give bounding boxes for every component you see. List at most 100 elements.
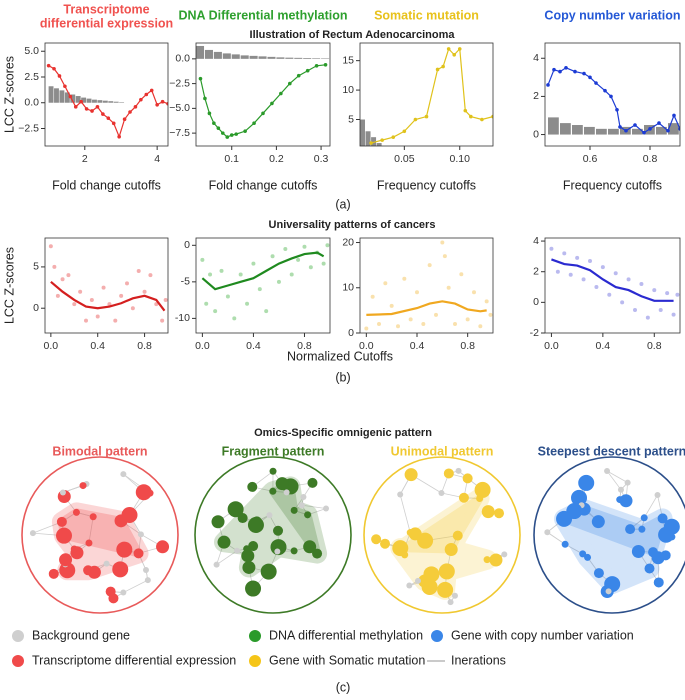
- x-tick-label: 2: [82, 153, 88, 165]
- omics-gene: [619, 494, 633, 508]
- y-tick-label: -5: [181, 276, 190, 288]
- plot-area: [48, 244, 168, 323]
- point: [434, 312, 438, 317]
- x-tick-label: 0.05: [394, 153, 415, 165]
- point: [639, 281, 644, 286]
- x-tick-label: 0.8: [137, 340, 152, 352]
- y-tick-label: 15: [342, 54, 354, 66]
- omics-gene: [247, 517, 264, 534]
- legend-label: Gene with copy number variation: [451, 628, 634, 642]
- legend-swatch: [12, 630, 24, 642]
- bar: [59, 90, 65, 103]
- legend-label: Transcriptome differential expression: [32, 653, 236, 667]
- point: [624, 128, 628, 133]
- bar: [222, 53, 231, 59]
- point: [57, 74, 62, 78]
- x-tick-label: 0.10: [450, 153, 471, 165]
- point: [615, 107, 619, 112]
- point: [144, 92, 149, 97]
- point: [155, 103, 159, 107]
- background-gene: [617, 486, 624, 493]
- axes-frame: [359, 237, 494, 334]
- omics-gene: [121, 506, 138, 523]
- y-tick-label: −5.0: [169, 102, 190, 114]
- legend-label: Inerations: [451, 653, 506, 667]
- point: [113, 318, 118, 323]
- x-tick-label: 0.2: [269, 153, 284, 165]
- point: [79, 99, 83, 104]
- omics-gene: [290, 547, 298, 555]
- omics-gene: [70, 545, 78, 553]
- point: [229, 133, 234, 137]
- point: [78, 289, 83, 294]
- y-tick-label: −7.5: [169, 127, 190, 139]
- point: [101, 285, 106, 290]
- omics-gene: [481, 505, 495, 519]
- plot-area: [360, 47, 493, 146]
- omics-gene: [245, 580, 262, 597]
- point: [308, 265, 313, 270]
- y-tick-label: 20: [342, 236, 354, 248]
- axes-frame: [195, 237, 331, 334]
- point: [89, 297, 94, 302]
- bar: [108, 101, 114, 103]
- point: [472, 290, 476, 295]
- interaction: [32, 521, 63, 534]
- point: [603, 88, 607, 93]
- panel-label: (b): [335, 370, 350, 384]
- x-tick-label: 0.8: [460, 340, 475, 352]
- bar: [204, 49, 213, 59]
- x-axis-title: Frequency cutoffs: [563, 178, 662, 192]
- point: [613, 271, 618, 276]
- background-gene: [455, 467, 462, 474]
- y-tick-label: -10: [175, 312, 190, 324]
- point: [225, 135, 230, 139]
- y-axis-title: LCC Z-scores: [2, 56, 16, 133]
- point: [219, 268, 224, 273]
- background-gene: [103, 560, 110, 567]
- point: [46, 63, 51, 68]
- omics-gene: [273, 525, 284, 536]
- point: [391, 135, 396, 139]
- point: [415, 290, 419, 295]
- bar: [360, 119, 365, 146]
- omics-gene: [483, 556, 491, 564]
- point: [573, 69, 577, 74]
- point: [588, 75, 592, 80]
- point: [402, 129, 407, 134]
- point: [446, 285, 451, 290]
- omics-gene: [303, 540, 317, 554]
- point: [149, 88, 154, 93]
- bar: [312, 58, 321, 59]
- point: [270, 254, 275, 259]
- interaction: [606, 470, 622, 490]
- bar: [548, 117, 559, 135]
- omics-gene: [566, 503, 583, 520]
- interaction: [216, 550, 238, 566]
- point: [136, 269, 141, 274]
- background-gene: [438, 489, 445, 496]
- point: [364, 326, 369, 331]
- point: [234, 132, 238, 136]
- point: [645, 315, 650, 320]
- point: [133, 105, 138, 109]
- bar: [196, 45, 205, 59]
- point: [457, 47, 462, 51]
- point: [658, 308, 663, 313]
- chart-title: differential expression: [40, 16, 173, 30]
- point: [305, 68, 310, 73]
- x-tick-label: 0.8: [647, 340, 662, 352]
- point: [575, 255, 580, 260]
- omics-gene: [241, 549, 255, 563]
- omics-gene: [380, 538, 391, 549]
- point: [323, 62, 328, 67]
- omics-gene: [631, 544, 645, 558]
- omics-gene: [248, 541, 259, 552]
- x-tick-label: 0.6: [583, 153, 598, 165]
- bar: [249, 55, 258, 59]
- bar: [267, 56, 276, 59]
- point: [84, 107, 89, 111]
- interaction: [547, 531, 566, 545]
- point: [52, 66, 56, 71]
- omics-gene: [578, 474, 595, 491]
